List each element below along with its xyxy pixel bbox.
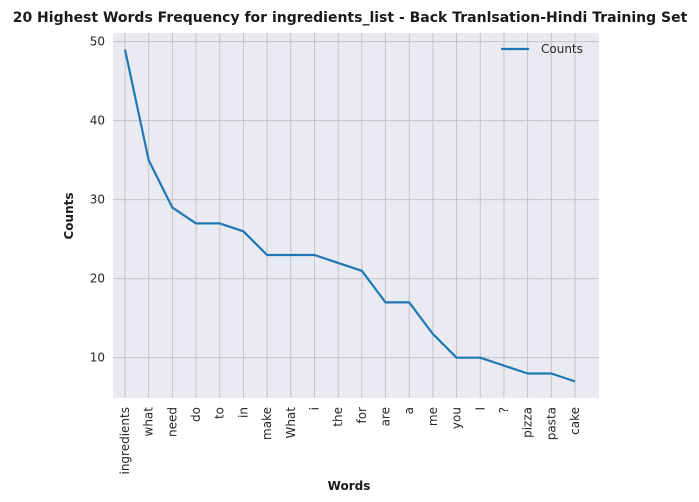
series-points [124, 49, 576, 382]
x-tick-label: are [379, 407, 393, 426]
x-tick-label: pizza [521, 407, 535, 438]
x-tick-label: for [355, 407, 369, 424]
x-tick-label: What [284, 407, 298, 439]
x-tick-label: in [236, 407, 250, 418]
x-tick-label: ingredients [118, 407, 132, 475]
x-tick-label: I [473, 407, 487, 411]
y-tick-label: 10 [90, 351, 105, 365]
x-tick-label: cake [568, 407, 582, 435]
legend: Counts [501, 42, 583, 56]
x-tick-label: to [213, 407, 227, 419]
x-tick-label: make [260, 407, 274, 440]
y-axis-label: Counts [62, 192, 76, 239]
x-tick-label: a [402, 407, 416, 414]
x-tick-label: i [307, 407, 321, 410]
y-tick-label: 30 [90, 193, 105, 207]
x-gridlines [124, 33, 576, 398]
plot-area [113, 33, 599, 398]
x-tick-label: you [450, 407, 464, 429]
chart-title: 20 Highest Words Frequency for ingredien… [13, 10, 688, 26]
y-gridlines [113, 41, 599, 359]
x-tick-label: do [189, 407, 203, 422]
x-tick-label: ? [497, 407, 511, 413]
legend-label-counts: Counts [541, 42, 583, 56]
y-axis-ticks: 10 20 30 40 50 [90, 35, 105, 365]
x-tick-label: pasta [544, 407, 558, 440]
x-axis-label: Words [328, 479, 371, 493]
x-tick-label: me [426, 407, 440, 426]
series-line-counts [123, 49, 576, 383]
x-tick-label: what [142, 407, 156, 437]
x-axis-ticks: ingredients what need do to in make What i the for… [118, 407, 582, 475]
y-tick-label: 40 [90, 114, 105, 128]
x-tick-label: the [331, 407, 345, 427]
x-tick-label: need [165, 407, 179, 437]
y-tick-label: 20 [90, 272, 105, 286]
y-tick-label: 50 [90, 35, 105, 49]
